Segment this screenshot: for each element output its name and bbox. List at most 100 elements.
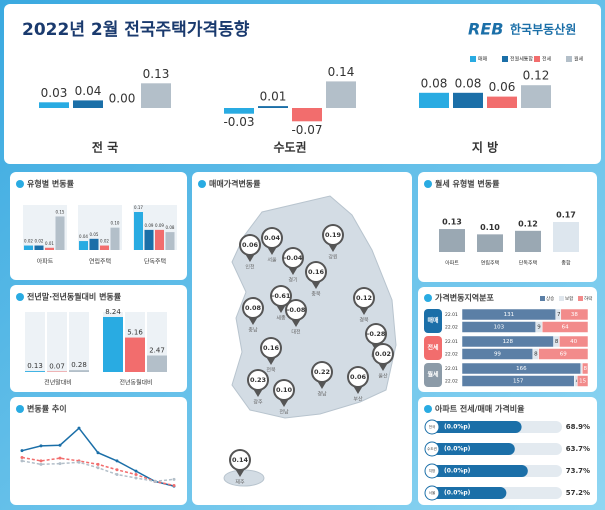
value-label: 0.06 bbox=[242, 241, 259, 249]
row-label: 전세 bbox=[427, 344, 439, 352]
logo-mark: REB bbox=[468, 20, 503, 39]
value-label: 0.13 bbox=[442, 218, 462, 227]
value-label: -0.03 bbox=[223, 115, 254, 129]
title-icon bbox=[424, 294, 432, 302]
row-tag bbox=[424, 363, 442, 387]
bar bbox=[69, 370, 89, 372]
bar bbox=[553, 222, 579, 252]
value-label: 0.14 bbox=[328, 65, 355, 79]
period-label: 22.02 bbox=[445, 325, 458, 331]
value-label: 0.28 bbox=[71, 361, 87, 369]
category-label: 전년동월대비 bbox=[119, 379, 152, 387]
panel-title: 변동률 추이 bbox=[27, 404, 67, 414]
value-label: 0.19 bbox=[325, 231, 342, 239]
category-label: 연립주택 bbox=[89, 258, 111, 266]
bar bbox=[521, 85, 551, 108]
row-badge bbox=[424, 441, 440, 457]
row-label: 전국 bbox=[429, 424, 436, 429]
region-label: 경기 bbox=[288, 277, 297, 284]
category-label: 단독주택 bbox=[144, 258, 166, 266]
value-label: 0.12 bbox=[523, 69, 550, 83]
period-label: 22.01 bbox=[445, 366, 458, 372]
value-label: 68.9% bbox=[566, 423, 590, 431]
title: 2022년 2월 전국주택가격동향 bbox=[22, 19, 250, 40]
title-icon bbox=[16, 293, 24, 301]
pin-face bbox=[284, 249, 302, 267]
value-label: 0.08 bbox=[455, 76, 482, 90]
bar bbox=[24, 245, 33, 250]
segment-label: 8 bbox=[584, 366, 588, 372]
region-label: 세종 bbox=[276, 315, 286, 322]
pin-face bbox=[244, 299, 262, 317]
bar bbox=[292, 108, 322, 122]
segment bbox=[582, 362, 589, 375]
bar bbox=[134, 212, 143, 250]
point bbox=[39, 459, 43, 463]
pin-face bbox=[307, 263, 325, 281]
value-label: 0.02 bbox=[24, 239, 33, 244]
point bbox=[58, 456, 62, 460]
bar bbox=[110, 227, 120, 250]
category-label: 아파트 bbox=[37, 258, 54, 266]
point bbox=[39, 462, 43, 466]
panel-title: 유형별 변동률 bbox=[27, 179, 75, 189]
bar bbox=[224, 108, 254, 114]
value-label: 0.08 bbox=[166, 225, 175, 230]
value-label: 0.09 bbox=[155, 223, 164, 228]
legend-swatch bbox=[534, 56, 540, 62]
value-label: 0.15 bbox=[56, 209, 65, 214]
point bbox=[172, 483, 176, 487]
title-icon bbox=[16, 180, 24, 188]
legend-label: 전세 bbox=[542, 56, 552, 63]
value-label: 0.23 bbox=[250, 376, 266, 384]
pin-face bbox=[231, 451, 249, 469]
legend-swatch bbox=[502, 56, 508, 62]
value-label: 0.17 bbox=[556, 211, 576, 220]
legend-label: 전월세통합 bbox=[510, 56, 533, 63]
row-badge bbox=[424, 419, 440, 435]
group-label: 지 방 bbox=[472, 140, 498, 155]
column-bg bbox=[69, 312, 89, 372]
value-label: -0.07 bbox=[291, 123, 322, 137]
value-label: -0.61 bbox=[272, 292, 291, 300]
row-tag bbox=[424, 309, 442, 333]
point bbox=[153, 479, 157, 483]
legend-label: 월세 bbox=[574, 56, 584, 63]
panel bbox=[10, 397, 187, 505]
bar bbox=[79, 241, 88, 250]
value-label: 0.13 bbox=[143, 67, 170, 81]
legend-swatch bbox=[566, 56, 572, 62]
column-bg bbox=[25, 312, 45, 372]
value-label: 5.16 bbox=[127, 329, 143, 337]
bar bbox=[89, 238, 99, 250]
region-label: 부산 bbox=[353, 396, 363, 403]
panel-title: 전년말·전년동월대비 변동률 bbox=[27, 292, 122, 302]
region-label: 광주 bbox=[253, 399, 263, 406]
legend-swatch bbox=[578, 296, 583, 301]
value-label: 0.05 bbox=[90, 232, 99, 237]
region-label: 경남 bbox=[317, 391, 327, 398]
bar bbox=[103, 317, 123, 372]
segment-label: 99 bbox=[494, 352, 501, 358]
point bbox=[20, 456, 24, 459]
bar bbox=[477, 234, 503, 252]
segment bbox=[538, 348, 589, 360]
bar bbox=[39, 102, 69, 108]
title-icon bbox=[424, 405, 432, 413]
change-label: (0.0%p) bbox=[444, 446, 471, 453]
value-label: 0.08 bbox=[421, 76, 448, 90]
bar bbox=[45, 247, 54, 250]
period-label: 22.01 bbox=[445, 339, 458, 345]
category-label: 종합 bbox=[561, 260, 571, 267]
pin-face bbox=[287, 301, 305, 319]
value-label: 0.04 bbox=[264, 234, 281, 242]
bar bbox=[73, 100, 103, 108]
point bbox=[115, 459, 119, 463]
value-label: -0.08 bbox=[287, 306, 306, 314]
pin-face bbox=[355, 289, 373, 307]
bar bbox=[432, 487, 507, 499]
segment-label: 128 bbox=[503, 339, 514, 345]
bar bbox=[165, 232, 175, 250]
row-label: 매매 bbox=[427, 317, 439, 325]
